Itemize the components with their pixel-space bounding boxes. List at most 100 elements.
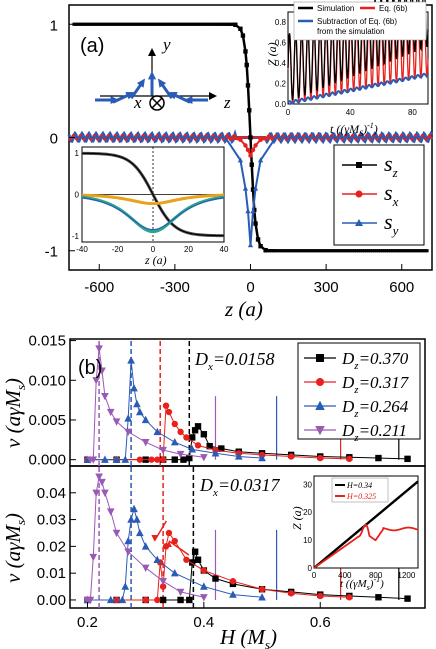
panel-b-top-ylabel: v (aγMs) (1, 378, 28, 448)
panel-b-top (83, 339, 411, 466)
inset-time-b-xlabel: t ((γMs)-1) (340, 575, 384, 592)
data-point (159, 22, 163, 26)
data-point (250, 147, 256, 153)
data-point (191, 22, 195, 26)
x-tick-label: 0.2 (77, 614, 98, 631)
panel-b-bottom-frame (69, 465, 426, 609)
data-point (189, 559, 196, 566)
data-point (141, 438, 150, 447)
series-sx (74, 136, 427, 159)
data-point (415, 249, 419, 253)
data-point (292, 249, 296, 253)
data-point (354, 249, 358, 253)
data-point (334, 249, 338, 253)
data-point (96, 22, 100, 26)
inset-time-b-y-tick-label: 20 (303, 508, 312, 517)
inset-sx-curve (81, 193, 225, 206)
data-point (282, 249, 286, 253)
data-point (153, 22, 157, 26)
inset-sy-curve (81, 195, 225, 234)
data-point (195, 22, 199, 26)
data-point (348, 249, 352, 253)
data-point (227, 22, 231, 26)
data-point (179, 22, 183, 26)
data-point (88, 22, 92, 26)
data-point (407, 249, 411, 253)
data-point (136, 456, 144, 463)
data-point (340, 249, 344, 253)
data-point (175, 22, 179, 26)
inset-time-a-y-tick-label: 0.0 (275, 100, 287, 109)
x-tick-label: -600 (84, 279, 114, 296)
data-point (211, 449, 220, 457)
data-point (112, 22, 116, 26)
inset-time-a: 0 40 80 0.0 0.2 0.4 0.6 0.8 Z (a) t ((γMS)-1) S… (265, 0, 429, 138)
data-point (326, 249, 330, 253)
data-point (188, 445, 197, 453)
y-tick-label: 0.010 (28, 372, 66, 389)
data-point (223, 22, 227, 26)
data-point (101, 489, 109, 497)
data-point (385, 249, 389, 253)
data-point (98, 367, 106, 375)
data-point (298, 249, 302, 253)
data-point (268, 249, 272, 253)
data-point (346, 249, 350, 253)
data-point (127, 515, 135, 523)
data-point (120, 22, 125, 26)
data-point (138, 22, 143, 26)
inset-time-a-y-tick-label: 0.4 (275, 59, 287, 68)
legend-label: Dz=0.317 (341, 373, 410, 396)
data-point (136, 22, 141, 26)
spin-arrowhead (136, 78, 146, 88)
data-point (194, 423, 202, 430)
inset-time-a-ylabel: Z (a) (265, 42, 279, 66)
data-point (177, 22, 181, 26)
data-point (110, 22, 114, 26)
data-point (153, 555, 162, 563)
inset-time-a-x-tick-label: 40 (346, 108, 355, 117)
data-point (405, 249, 409, 253)
data-point (186, 454, 193, 462)
data-point (213, 22, 217, 26)
data-point (121, 455, 130, 463)
data-point (264, 249, 268, 253)
data-point (257, 157, 264, 163)
data-point (375, 454, 382, 462)
y-tick-label: 0.005 (28, 412, 66, 429)
data-point (336, 249, 340, 253)
data-point (145, 22, 149, 26)
data-point (98, 22, 102, 26)
data-point (154, 596, 161, 604)
data-point (272, 249, 276, 253)
data-point (364, 249, 369, 253)
data-point (404, 455, 411, 463)
data-point (368, 249, 373, 253)
data-point (258, 244, 263, 249)
data-point (287, 453, 295, 460)
panel-b-bottom-ylabel: v (aγMs) (1, 513, 28, 583)
inset-time-b-x-tick-label: 400 (338, 571, 352, 580)
series-D_z-0-211 (83, 473, 208, 605)
data-point (201, 22, 205, 26)
data-point (171, 456, 178, 463)
data-point (372, 249, 377, 253)
legend-sy-marker (355, 219, 363, 226)
data-point (316, 249, 320, 253)
x-tick-label: 0 (246, 279, 254, 296)
inset-b-legend-h034: H=0.34 (346, 481, 372, 490)
data-point (346, 594, 353, 601)
data-point (290, 249, 294, 253)
data-point (417, 249, 421, 253)
data-point (130, 22, 135, 26)
legend-marker (316, 378, 324, 386)
sketch-z-label: z (223, 93, 231, 112)
data-point (159, 596, 167, 604)
data-point (200, 582, 208, 590)
data-point (124, 548, 133, 556)
data-point (199, 22, 203, 26)
panel-a-legend: sz sx sy (333, 144, 425, 246)
data-point (399, 249, 403, 253)
